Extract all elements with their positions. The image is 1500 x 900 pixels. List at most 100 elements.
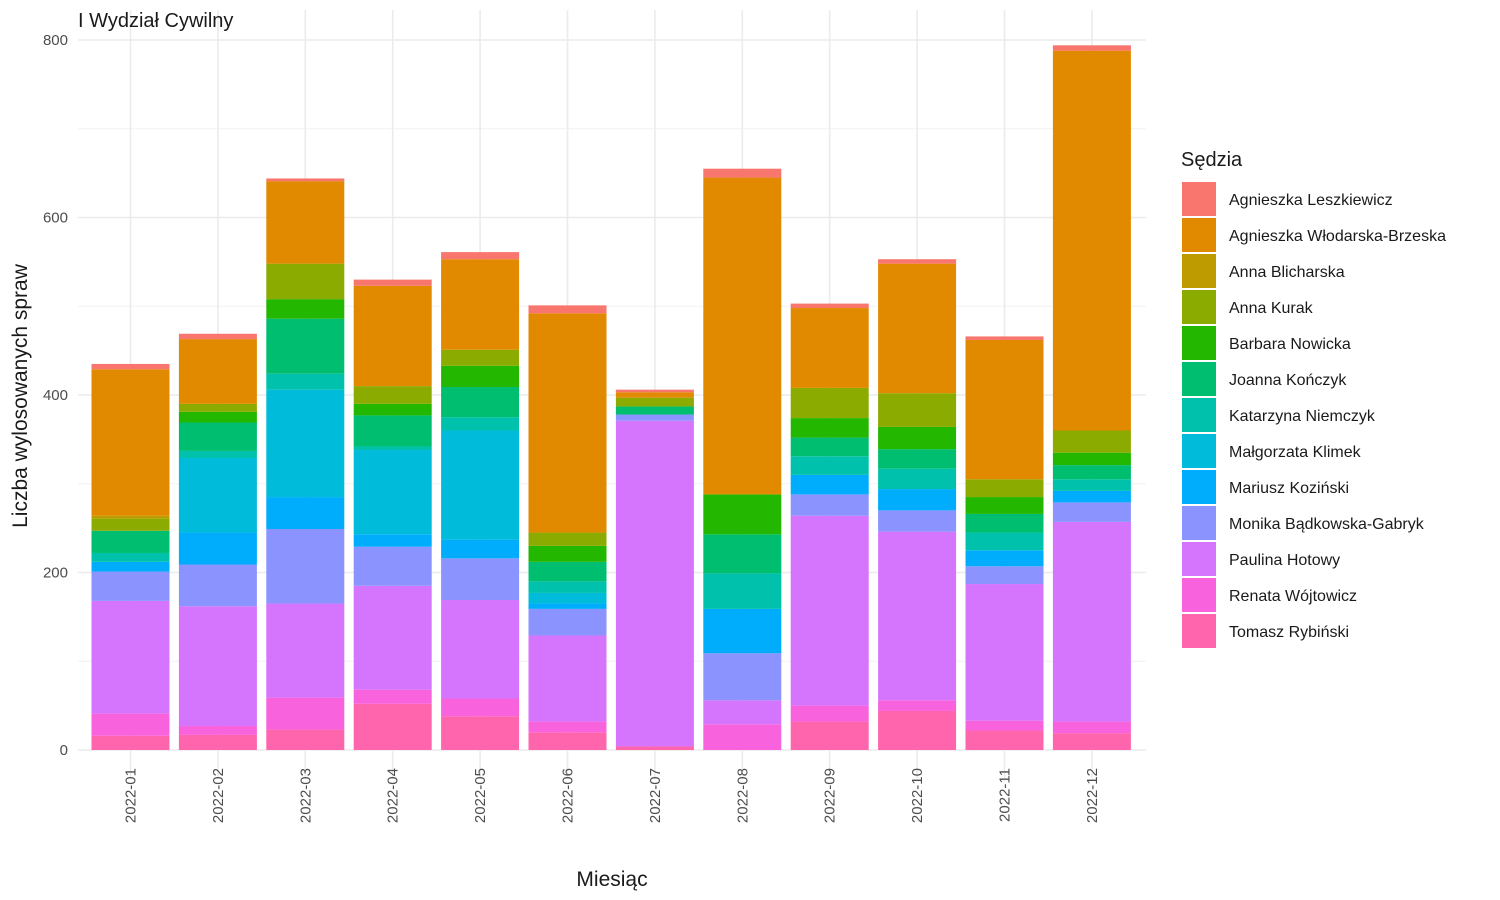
- x-axis-title: Miesiąc: [576, 868, 647, 891]
- bar-segment: Katarzyna Niemczyk – 2022-03: 18: [266, 373, 345, 390]
- legend-title: Sędzia: [1181, 149, 1243, 171]
- x-tick-label: 2022-02: [210, 768, 227, 823]
- bar-segment: Monika Bądkowska-Gabryk – 2022-01: 33: [91, 571, 170, 601]
- bar-segment: Paulina Hotowy – 2022-12: 225: [1052, 521, 1131, 722]
- legend-label: Małgorzata Klimek: [1229, 444, 1362, 461]
- bar-segment: Mariusz Koziński – 2022-05: 21: [441, 539, 520, 559]
- bar-segment: Agnieszka Leszkiewicz – 2022-11: 4: [965, 336, 1044, 340]
- y-tick-label: 400: [43, 387, 68, 404]
- x-tick-label: 2022-04: [385, 768, 402, 823]
- bar-segment: Agnieszka Włodarska-Brzeska – 2022-07: 6: [615, 392, 694, 398]
- bar-segment: Agnieszka Włodarska-Brzeska – 2022-12: 4…: [1052, 50, 1131, 431]
- y-axis-tick-labels: 0 200 400 600 800: [43, 32, 68, 759]
- bar-segment: Renata Wójtowicz – 2022-06: 12: [528, 721, 607, 733]
- bar-segment: Katarzyna Niemczyk – 2022-02: 8: [178, 450, 257, 459]
- legend-swatch: [1182, 398, 1216, 432]
- bar-segment: Paulina Hotowy – 2022-01: 127: [91, 600, 170, 714]
- legend-swatch: [1182, 542, 1216, 576]
- x-tick-label: 2022-03: [297, 768, 314, 823]
- bar-segment: Agnieszka Włodarska-Brzeska – 2022-10: 1…: [878, 263, 957, 394]
- bar-segment: Katarzyna Niemczyk – 2022-06: 13: [528, 581, 607, 593]
- legend-swatch: [1182, 506, 1216, 540]
- bar-segment: Renata Wójtowicz – 2022-02: 10: [178, 726, 257, 735]
- bar-segment: Joanna Kończyk – 2022-06: 22: [528, 561, 607, 582]
- x-tick-label: 2022-10: [909, 768, 926, 823]
- legend-label: Joanna Kończyk: [1229, 372, 1347, 389]
- bar-segment: Anna Kurak – 2022-04: 20: [353, 386, 432, 404]
- bar-segment: Renata Wójtowicz – 2022-05: 20: [441, 698, 520, 717]
- bar-segment: Agnieszka Włodarska-Brzeska – 2022-01: 1…: [91, 369, 170, 516]
- legend-swatch: [1182, 614, 1216, 648]
- bar-segment: Paulina Hotowy – 2022-11: 154: [965, 584, 1044, 721]
- bar-segment: Mariusz Koziński – 2022-06: 6: [528, 603, 607, 609]
- legend-swatch: [1182, 254, 1216, 288]
- legend-swatch: [1182, 362, 1216, 396]
- bar-segment: Paulina Hotowy – 2022-03: 106: [266, 603, 345, 698]
- bar-segment: Anna Kurak – 2022-06: 15: [528, 532, 607, 546]
- bar-segment: Mariusz Koziński – 2022-09: 22: [790, 474, 869, 495]
- bar-segment: Barbara Nowicka – 2022-12: 14: [1052, 452, 1131, 466]
- bar-segment: Joanna Kończyk – 2022-04: 35: [353, 415, 432, 447]
- x-tick-label: 2022-07: [647, 768, 664, 823]
- bar-segment: Joanna Kończyk – 2022-02: 32: [178, 422, 257, 451]
- bar-segment: Barbara Nowicka – 2022-10: 25: [878, 426, 957, 450]
- bar-segment: Małgorzata Klimek – 2022-05: 123: [441, 430, 520, 540]
- legend-label: Monika Bądkowska-Gabryk: [1229, 516, 1425, 533]
- y-tick-label: 200: [43, 565, 68, 582]
- bar-segment: Mariusz Koziński – 2022-01: 11: [91, 561, 170, 572]
- bar-segment: Agnieszka Leszkiewicz – 2022-08: 10: [703, 168, 782, 178]
- bar-segment: Tomasz Rybiński – 2022-09: 32: [790, 721, 869, 750]
- bar-segment: Tomasz Rybiński – 2022-03: 23: [266, 729, 345, 750]
- bar-segment: Tomasz Rybiński – 2022-05: 38: [441, 716, 520, 750]
- bar-segment: Monika Bądkowska-Gabryk – 2022-02: 47: [178, 564, 257, 607]
- x-tick-label: 2022-05: [472, 768, 489, 823]
- bar-segment: Barbara Nowicka – 2022-11: 19: [965, 497, 1044, 514]
- bar-segment: Katarzyna Niemczyk – 2022-05: 15: [441, 417, 520, 431]
- legend-label: Anna Blicharska: [1229, 264, 1345, 281]
- bar-segment: Agnieszka Włodarska-Brzeska – 2022-02: 7…: [178, 339, 257, 404]
- bar-segment: Katarzyna Niemczyk – 2022-01: 10: [91, 552, 170, 562]
- bar-segment: Anna Kurak – 2022-02: 9: [178, 403, 257, 412]
- x-tick-label: 2022-01: [123, 768, 140, 823]
- bar-segment: Anna Kurak – 2022-01: 14: [91, 518, 170, 531]
- bar-segment: Barbara Nowicka – 2022-04: 13: [353, 403, 432, 416]
- bar-segment: Katarzyna Niemczyk – 2022-10: 23: [878, 468, 957, 490]
- bar-segment: Tomasz Rybiński – 2022-06: 20: [528, 732, 607, 750]
- bar-segment: Anna Kurak – 2022-11: 20: [965, 479, 1044, 498]
- legend-item: Mariusz Koziński: [1182, 470, 1349, 504]
- bar-segment: Renata Wójtowicz – 2022-08: 29: [703, 724, 782, 750]
- legend-item: Monika Bądkowska-Gabryk: [1182, 506, 1425, 540]
- legend-label: Anna Kurak: [1229, 300, 1314, 317]
- bar-segment: Agnieszka Leszkiewicz – 2022-03: 3: [266, 178, 345, 182]
- bar-segment: Joanna Kończyk – 2022-07: 9: [615, 406, 694, 415]
- bar-segment: Renata Wójtowicz – 2022-04: 16: [353, 689, 432, 704]
- bar-segment: Mariusz Koziński – 2022-08: 50: [703, 608, 782, 654]
- bar-segment: Paulina Hotowy – 2022-02: 135: [178, 606, 257, 727]
- bar-segment: Mariusz Koziński – 2022-10: 24: [878, 489, 957, 511]
- bar-segment: Barbara Nowicka – 2022-03: 22: [266, 299, 345, 319]
- bar-segment: Renata Wójtowicz – 2022-03: 36: [266, 697, 345, 730]
- bar-segment: Barbara Nowicka – 2022-02: 12: [178, 411, 257, 423]
- legend-swatch: [1182, 182, 1216, 216]
- legend-swatch: [1182, 470, 1216, 504]
- legend-item: Agnieszka Włodarska-Brzeska: [1182, 218, 1446, 252]
- bar-segment: Monika Bądkowska-Gabryk – 2022-05: 47: [441, 558, 520, 601]
- bar-segment: Paulina Hotowy – 2022-07: 367: [615, 420, 694, 747]
- bar-segment: Monika Bądkowska-Gabryk – 2022-06: 30: [528, 608, 607, 636]
- bar-segment: Katarzyna Niemczyk – 2022-04: 4: [353, 446, 432, 451]
- bar-segment: Monika Bądkowska-Gabryk – 2022-03: 84: [266, 529, 345, 604]
- x-tick-label: 2022-06: [560, 768, 577, 823]
- bar-segment: Monika Bądkowska-Gabryk – 2022-12: 22: [1052, 502, 1131, 522]
- bar-segment: Katarzyna Niemczyk – 2022-11: 20: [965, 532, 1044, 551]
- bar-segment: Katarzyna Niemczyk – 2022-12: 13: [1052, 479, 1131, 491]
- bar-segment: Anna Kurak – 2022-12: 25: [1052, 430, 1131, 453]
- bar-segment: Agnieszka Leszkiewicz – 2022-10: 5: [878, 259, 957, 264]
- bar-segment: Paulina Hotowy – 2022-06: 97: [528, 635, 607, 722]
- bar-segment: Agnieszka Leszkiewicz – 2022-12: 6: [1052, 45, 1131, 51]
- bar-segment: Joanna Kończyk – 2022-12: 16: [1052, 465, 1131, 480]
- legend-swatch: [1182, 218, 1216, 252]
- bar-segment: Monika Bądkowska-Gabryk – 2022-08: 53: [703, 653, 782, 701]
- bar-segment: Małgorzata Klimek – 2022-04: 95: [353, 450, 432, 535]
- bar-segment: Agnieszka Włodarska-Brzeska – 2022-03: 9…: [266, 181, 345, 264]
